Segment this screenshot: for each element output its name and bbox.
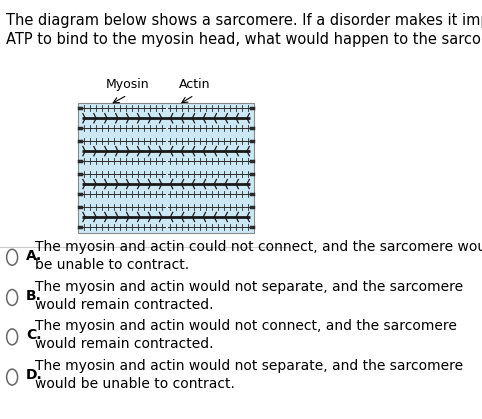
Text: Myosin: Myosin bbox=[106, 78, 149, 91]
Bar bbox=[78, 103, 254, 233]
Text: D.: D. bbox=[26, 368, 43, 383]
Text: The myosin and actin could not connect, and the sarcomere would
be unable to con: The myosin and actin could not connect, … bbox=[35, 240, 482, 272]
Text: A.: A. bbox=[26, 248, 42, 263]
Text: C.: C. bbox=[26, 328, 41, 342]
Text: B.: B. bbox=[26, 289, 42, 303]
Text: The diagram below shows a sarcomere. If a disorder makes it impossible for
ATP t: The diagram below shows a sarcomere. If … bbox=[6, 13, 482, 47]
Text: Actin: Actin bbox=[178, 78, 210, 91]
Text: The myosin and actin would not connect, and the sarcomere
would remain contracte: The myosin and actin would not connect, … bbox=[35, 319, 457, 351]
Text: The myosin and actin would not separate, and the sarcomere
would remain contract: The myosin and actin would not separate,… bbox=[35, 280, 463, 312]
Text: The myosin and actin would not separate, and the sarcomere
would be unable to co: The myosin and actin would not separate,… bbox=[35, 360, 463, 391]
